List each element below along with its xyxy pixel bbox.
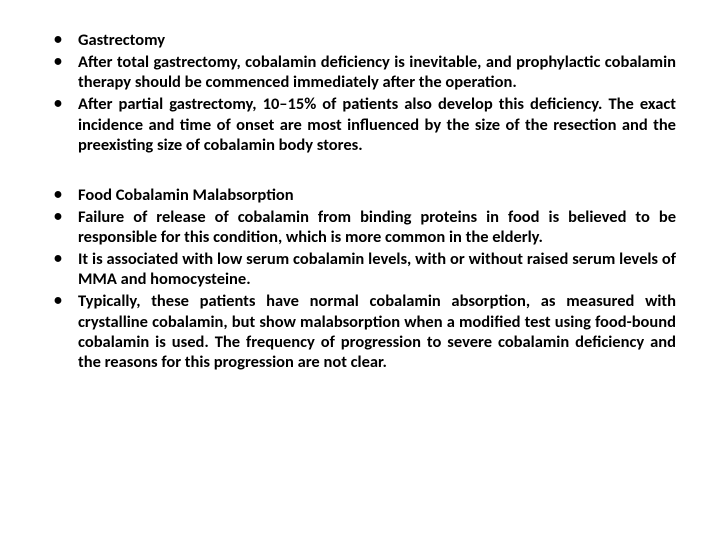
list-item: It is associated with low serum cobalami… <box>44 249 676 289</box>
list-item: After total gastrectomy, cobalamin defic… <box>44 52 676 92</box>
group-gap <box>44 157 676 185</box>
slide-body: Gastrectomy After total gastrectomy, cob… <box>0 0 720 540</box>
bullet-group-2: Food Cobalamin Malabsorption Failure of … <box>44 185 676 372</box>
list-item: Failure of release of cobalamin from bin… <box>44 207 676 247</box>
list-item: After partial gastrectomy, 10–15% of pat… <box>44 94 676 154</box>
list-item: Food Cobalamin Malabsorption <box>44 185 676 205</box>
bullet-group-1: Gastrectomy After total gastrectomy, cob… <box>44 30 676 155</box>
list-item: Gastrectomy <box>44 30 676 50</box>
list-item: Typically, these patients have normal co… <box>44 291 676 372</box>
